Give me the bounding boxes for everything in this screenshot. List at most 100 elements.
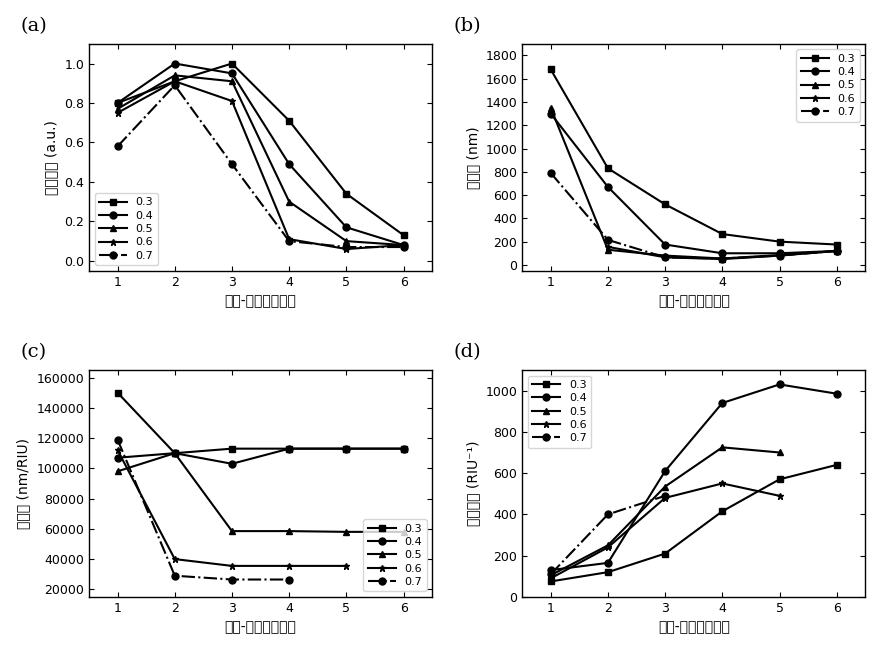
Line: 0.7: 0.7 bbox=[547, 492, 669, 577]
0.5 bbox=[112, 467, 123, 475]
0.5 bbox=[774, 449, 785, 456]
0.7 bbox=[399, 243, 409, 251]
0.3 bbox=[660, 549, 670, 557]
Line: 0.7: 0.7 bbox=[547, 169, 841, 262]
0.3 bbox=[602, 165, 613, 173]
X-axis label: 金属-电介质层对数: 金属-电介质层对数 bbox=[225, 294, 296, 308]
Text: (a): (a) bbox=[20, 17, 47, 35]
0.3 bbox=[284, 117, 295, 124]
Line: 0.6: 0.6 bbox=[114, 78, 407, 253]
0.6 bbox=[774, 492, 785, 500]
0.5 bbox=[284, 198, 295, 206]
0.7 bbox=[832, 247, 842, 255]
0.4 bbox=[602, 559, 613, 567]
0.5 bbox=[660, 252, 670, 260]
0.6 bbox=[169, 77, 180, 85]
0.6 bbox=[602, 243, 613, 251]
0.4 bbox=[112, 99, 123, 107]
0.3 bbox=[169, 77, 180, 85]
0.5 bbox=[284, 527, 295, 535]
0.3 bbox=[341, 445, 352, 452]
0.7 bbox=[227, 575, 237, 583]
0.6 bbox=[602, 544, 613, 551]
0.4 bbox=[774, 249, 785, 257]
0.5 bbox=[399, 241, 409, 249]
0.5 bbox=[602, 542, 613, 549]
0.4 bbox=[399, 241, 409, 249]
Legend: 0.3, 0.4, 0.5, 0.6, 0.7: 0.3, 0.4, 0.5, 0.6, 0.7 bbox=[94, 193, 158, 265]
0.7 bbox=[660, 253, 670, 261]
Line: 0.5: 0.5 bbox=[547, 104, 841, 262]
0.7 bbox=[112, 436, 123, 443]
Line: 0.3: 0.3 bbox=[114, 60, 407, 239]
Line: 0.4: 0.4 bbox=[114, 60, 407, 249]
Line: 0.5: 0.5 bbox=[114, 72, 407, 249]
0.7 bbox=[112, 143, 123, 150]
0.7 bbox=[660, 492, 670, 500]
0.4 bbox=[717, 249, 728, 257]
0.6 bbox=[112, 109, 123, 117]
0.6 bbox=[774, 252, 785, 260]
0.4 bbox=[602, 183, 613, 191]
0.3 bbox=[399, 231, 409, 239]
Legend: 0.3, 0.4, 0.5, 0.6, 0.7: 0.3, 0.4, 0.5, 0.6, 0.7 bbox=[527, 376, 591, 448]
0.3 bbox=[341, 190, 352, 198]
0.7 bbox=[169, 81, 180, 89]
0.5 bbox=[660, 482, 670, 490]
0.3 bbox=[717, 230, 728, 238]
0.4 bbox=[227, 70, 237, 77]
0.4 bbox=[660, 467, 670, 475]
Line: 0.6: 0.6 bbox=[547, 480, 783, 582]
0.7 bbox=[169, 572, 180, 579]
0.5 bbox=[545, 572, 556, 579]
0.3 bbox=[227, 60, 237, 68]
Text: (d): (d) bbox=[453, 343, 481, 361]
0.4 bbox=[660, 241, 670, 249]
0.6 bbox=[227, 562, 237, 570]
0.6 bbox=[660, 253, 670, 261]
Line: 0.3: 0.3 bbox=[547, 66, 841, 248]
0.4 bbox=[112, 454, 123, 462]
0.3 bbox=[832, 241, 842, 249]
Line: 0.3: 0.3 bbox=[114, 389, 407, 456]
Y-axis label: 半高宽 (nm): 半高宽 (nm) bbox=[466, 126, 480, 189]
0.3 bbox=[717, 507, 728, 515]
0.6 bbox=[284, 235, 295, 243]
Line: 0.4: 0.4 bbox=[114, 445, 407, 467]
Line: 0.6: 0.6 bbox=[114, 447, 350, 570]
Line: 0.5: 0.5 bbox=[114, 450, 407, 535]
0.5 bbox=[602, 246, 613, 254]
X-axis label: 金属-电介质层对数: 金属-电介质层对数 bbox=[225, 620, 296, 634]
0.4 bbox=[399, 445, 409, 452]
0.5 bbox=[112, 105, 123, 113]
0.6 bbox=[717, 255, 728, 263]
0.6 bbox=[169, 555, 180, 563]
0.5 bbox=[774, 251, 785, 259]
0.6 bbox=[399, 241, 409, 249]
0.7 bbox=[284, 237, 295, 245]
0.3 bbox=[774, 238, 785, 245]
0.4 bbox=[341, 445, 352, 452]
Text: (c): (c) bbox=[20, 343, 47, 361]
0.4 bbox=[832, 247, 842, 255]
0.7 bbox=[602, 510, 613, 518]
0.6 bbox=[284, 562, 295, 570]
0.6 bbox=[112, 446, 123, 454]
0.7 bbox=[284, 575, 295, 583]
0.4 bbox=[169, 449, 180, 457]
0.7 bbox=[545, 570, 556, 578]
0.7 bbox=[341, 243, 352, 251]
0.6 bbox=[717, 480, 728, 488]
Line: 0.4: 0.4 bbox=[547, 381, 841, 574]
0.7 bbox=[602, 236, 613, 243]
0.4 bbox=[717, 399, 728, 407]
Y-axis label: 品质因数 (RIU⁻¹): 品质因数 (RIU⁻¹) bbox=[466, 441, 480, 526]
0.4 bbox=[545, 110, 556, 118]
0.7 bbox=[717, 255, 728, 262]
0.4 bbox=[284, 445, 295, 452]
0.5 bbox=[717, 255, 728, 262]
X-axis label: 金属-电介质层对数: 金属-电介质层对数 bbox=[658, 620, 729, 634]
X-axis label: 金属-电介质层对数: 金属-电介质层对数 bbox=[658, 294, 729, 308]
0.3 bbox=[399, 445, 409, 452]
Line: 0.4: 0.4 bbox=[547, 110, 841, 256]
